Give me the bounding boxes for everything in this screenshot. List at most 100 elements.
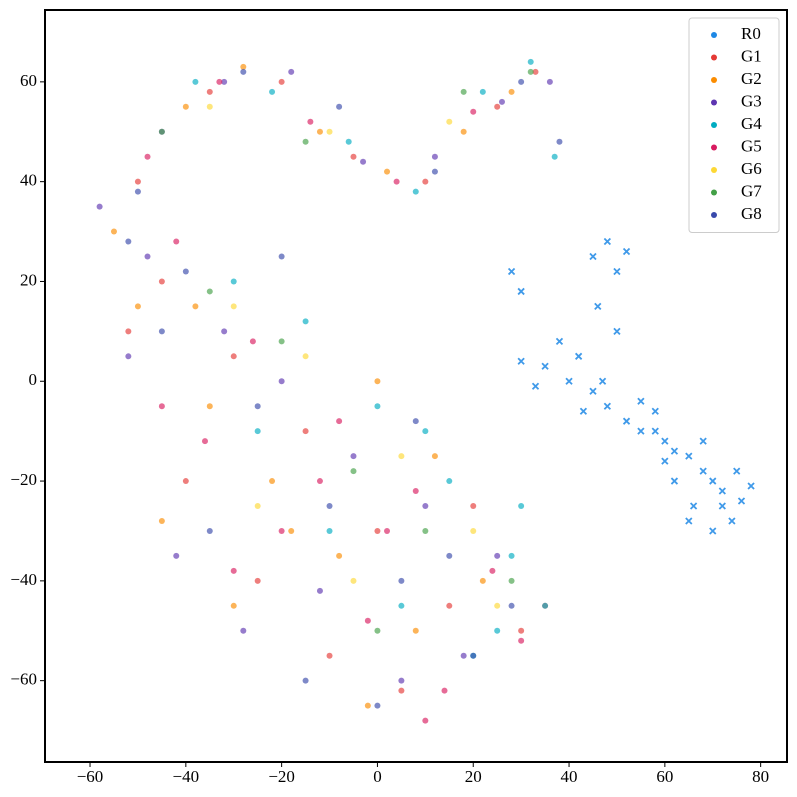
x-tick-label: −60 [77,767,104,786]
plot-frame [44,9,788,763]
point [446,552,453,559]
point [201,438,208,445]
point [527,58,534,65]
point [517,287,525,296]
point [598,377,607,385]
point [470,652,477,659]
point [302,318,309,325]
point [254,403,261,410]
point [661,457,669,465]
point [206,288,213,295]
point [350,468,357,475]
point [446,478,453,485]
point [374,378,381,385]
point [470,527,477,534]
x-tick-label: 60 [656,767,673,786]
point [398,577,405,584]
point [249,338,256,345]
legend-label: G8 [741,204,762,223]
point [364,702,371,709]
point [96,203,103,210]
point [709,477,717,485]
point [747,482,755,490]
point [422,717,429,724]
point [374,527,381,534]
y-tick-label: 40 [20,171,37,190]
point [498,98,505,105]
point [278,527,285,534]
point [173,552,180,559]
point [288,68,295,75]
point [374,702,381,709]
point [125,353,132,360]
legend-marker [711,189,717,196]
legend-label: G1 [741,46,762,65]
x-tick-label: −40 [173,767,200,786]
point [158,278,165,285]
point [589,387,597,395]
point [360,158,367,165]
point [182,103,189,110]
point [527,68,534,75]
point [230,353,237,360]
point [565,377,573,385]
legend-marker [711,144,717,151]
point [216,78,223,85]
point [508,552,515,559]
point [699,437,707,445]
point [158,128,165,135]
point [542,602,549,609]
point [709,527,717,535]
legend-box [688,17,780,233]
point [479,88,486,95]
point [398,602,405,609]
legend-label: G2 [741,69,762,88]
legend-marker [711,167,717,173]
point [446,602,453,609]
point [431,153,438,160]
point [182,478,189,485]
point [393,178,400,185]
point [518,637,525,644]
point [622,417,631,425]
point [374,627,381,634]
legend-label: G5 [741,136,762,155]
point [278,253,285,260]
point [206,88,213,95]
point [670,477,679,485]
y-tick-label: −40 [10,570,37,589]
point [350,453,357,460]
point [551,153,558,160]
point [637,427,645,435]
point [556,138,563,145]
point [398,453,405,460]
point [278,338,285,345]
point [460,652,467,659]
point [541,362,549,370]
point [546,78,553,85]
point [206,403,213,410]
point [288,527,295,534]
point [240,68,247,75]
point [278,78,285,85]
point [685,517,693,525]
point [125,328,132,335]
point [316,587,323,594]
legend-label: G7 [741,181,762,200]
point [412,488,419,495]
point [494,627,501,634]
point [316,128,323,135]
x-tick-label: 40 [561,767,578,786]
point [254,428,261,435]
point [336,552,343,559]
point [507,267,516,276]
legend-marker [711,54,717,61]
legend-label: G6 [741,159,762,178]
point [254,577,261,584]
point [240,627,247,634]
point [326,652,333,659]
point [326,128,333,135]
legend-label: G3 [741,91,762,110]
point [555,337,564,345]
